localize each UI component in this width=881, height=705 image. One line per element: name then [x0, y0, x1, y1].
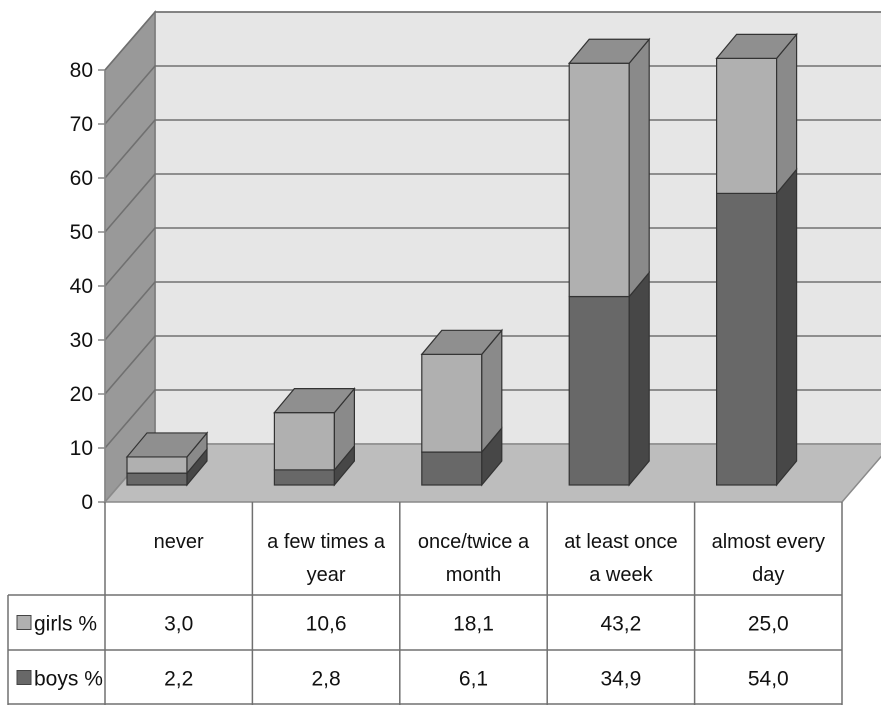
y-tick-label: 60 — [70, 167, 93, 190]
category-label: once/twice a — [418, 531, 530, 553]
bar-top — [273, 388, 356, 414]
bar-segment-front — [715, 192, 778, 486]
bar-segment-front — [126, 456, 188, 474]
bars — [125, 32, 798, 487]
data-label: 54,0 — [748, 668, 789, 691]
bar-segment-front — [126, 472, 188, 486]
bar-segment-front — [273, 412, 335, 471]
category-label: a few times a — [267, 531, 386, 553]
category-label: a week — [589, 564, 653, 586]
data-label: 25,0 — [748, 613, 789, 636]
bar-segment-front — [273, 469, 335, 486]
y-tick-label: 70 — [70, 113, 93, 136]
y-tick-label: 50 — [70, 221, 93, 244]
y-tick-label: 20 — [70, 383, 93, 406]
category-label: month — [446, 564, 502, 586]
bar-segment-front — [715, 57, 778, 195]
y-axis: 0 10 20 30 40 50 60 70 80 — [70, 59, 106, 514]
data-label: 6,1 — [459, 668, 488, 691]
bar-top — [715, 33, 798, 60]
bar-top — [420, 329, 504, 355]
bar-segment-front — [568, 62, 630, 298]
category-label: never — [154, 531, 204, 553]
legend-label: girls % — [34, 613, 97, 636]
bar-segment-side — [775, 167, 798, 487]
y-tick-label: 80 — [70, 59, 93, 82]
legend-key — [16, 615, 32, 630]
y-tick-label: 10 — [70, 437, 93, 460]
bar-segment-side — [628, 270, 650, 487]
category-label: year — [307, 564, 346, 586]
category-label: at least once — [564, 531, 677, 553]
category-label: day — [752, 564, 784, 586]
bar-segment-front — [568, 295, 630, 486]
bar-segment-side — [775, 32, 798, 196]
data-label: 43,2 — [600, 613, 641, 636]
bar-segment-front — [421, 451, 483, 486]
gridline — [104, 11, 881, 71]
bar-segment-front — [421, 353, 483, 453]
y-tick-label: 30 — [70, 329, 93, 352]
data-label: 2,8 — [311, 668, 340, 691]
y-tick-label: 0 — [81, 491, 93, 514]
bar-top — [125, 432, 209, 458]
bar-segment-side — [628, 37, 650, 299]
data-label: 18,1 — [453, 613, 494, 636]
bar-top — [567, 38, 651, 64]
legend-label: boys % — [34, 668, 103, 691]
data-label: 10,6 — [306, 613, 347, 636]
y-tick-label: 40 — [70, 275, 93, 298]
category-label: almost every — [712, 531, 825, 553]
data-table: never a few times a year once/twice a month a… — [7, 502, 843, 705]
data-label: 3,0 — [164, 613, 193, 636]
legend-key — [16, 670, 32, 685]
data-label: 34,9 — [600, 668, 641, 691]
data-label: 2,2 — [164, 668, 193, 691]
